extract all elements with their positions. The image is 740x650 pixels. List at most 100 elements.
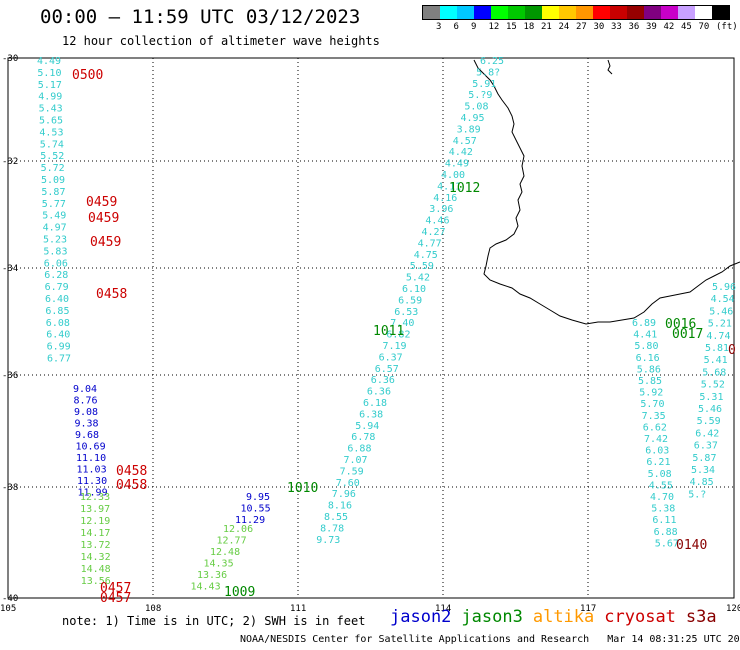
wave-height-value: 7.96 xyxy=(332,489,356,500)
wave-height-value: 13.56 xyxy=(81,576,111,587)
wave-height-value: 6.16 xyxy=(636,353,660,364)
footnote: note: 1) Time is in UTC; 2) SWH is in fe… xyxy=(62,614,366,628)
legend-swatch xyxy=(542,6,559,19)
wave-height-value: 12.48 xyxy=(210,547,240,558)
wave-height-value: 6.18 xyxy=(363,398,387,409)
wave-height-value: 5.38 xyxy=(651,504,675,515)
wave-height-value: 11.10 xyxy=(76,453,106,464)
legend-swatch xyxy=(712,6,729,19)
legend-tick: 36 xyxy=(628,22,640,32)
wave-height-value: 4.54 xyxy=(711,294,735,305)
track-values: 6.255.8?5.915.?95.084.953.894.574.424.49… xyxy=(37,56,736,593)
wave-height-value: 4.00 xyxy=(441,170,465,181)
wave-height-value: 6.08 xyxy=(46,318,70,329)
wave-height-value: 5.85 xyxy=(638,376,662,387)
wave-height-value: 6.42 xyxy=(695,428,719,439)
wave-height-value: 4.41 xyxy=(633,330,657,341)
wave-height-value: 6.11 xyxy=(652,515,676,526)
wave-height-value: 9.04 xyxy=(73,384,97,395)
map-title: 00:00 – 11:59 UTC 03/12/2023 xyxy=(40,6,361,28)
legend-tick: 27 xyxy=(576,22,587,32)
pass-time-label: 0457 xyxy=(100,591,131,606)
longitude-label: 120 xyxy=(726,604,740,614)
wave-height-value: 4.49 xyxy=(37,56,61,67)
wave-height-value: 5.87 xyxy=(41,187,65,198)
legend-tick: 33 xyxy=(611,22,622,32)
satellite-name: jason2 xyxy=(390,607,452,627)
wave-height-value: 14.43 xyxy=(191,582,221,593)
wave-height-value: 7.60 xyxy=(336,478,360,489)
wave-height-value: 5.81 xyxy=(705,343,729,354)
wave-height-value: 4.74 xyxy=(706,331,730,342)
wave-height-value: 6.36 xyxy=(367,387,391,398)
wave-height-value: 3.89 xyxy=(457,124,481,135)
wave-height-value: 4.95 xyxy=(461,113,485,124)
wave-height-value: 9.38 xyxy=(75,419,99,430)
wave-height-value: 7.42 xyxy=(644,434,668,445)
legend-swatch xyxy=(525,6,542,19)
legend-swatch xyxy=(423,6,440,19)
wave-height-value: 5.? xyxy=(688,489,706,500)
wave-height-value: 6.78 xyxy=(351,432,375,443)
wave-height-value: 13.36 xyxy=(197,570,227,581)
wave-height-value: 8.16 xyxy=(328,501,352,512)
wave-height-value: 6.85 xyxy=(45,306,69,317)
pass-time-labels: 0500045904590459045804580458045704571012… xyxy=(72,68,736,606)
legend-tick: (ft) xyxy=(716,22,738,32)
latitude-label: -34 xyxy=(2,264,18,274)
wave-height-value: 4.27 xyxy=(422,227,446,238)
wave-height-value: 10.55 xyxy=(241,504,271,515)
legend-tick: 18 xyxy=(523,22,535,32)
satellite-legend: jason2 jason3 altika cryosat s3a xyxy=(390,607,727,627)
wave-height-value: 5.52 xyxy=(40,151,64,162)
longitude-label: 111 xyxy=(290,604,306,614)
pass-time-label: 0459 xyxy=(90,235,121,250)
legend-swatch xyxy=(695,6,712,19)
grid-lines xyxy=(7,57,735,599)
legend-color-bar xyxy=(422,5,730,20)
wave-height-value: 6.59 xyxy=(398,295,422,306)
wave-height-value: 6.37 xyxy=(379,352,403,363)
wave-height-value: 5.72 xyxy=(41,163,65,174)
pass-time-label: 1009 xyxy=(224,585,255,600)
legend-tick: 39 xyxy=(646,22,657,32)
wave-height-value: 4.97 xyxy=(43,223,67,234)
wave-height-value: 4.70 xyxy=(650,492,674,503)
wave-height-value: 4.85 xyxy=(690,477,714,488)
wave-height-value: 5.42 xyxy=(406,273,430,284)
color-legend: 3 6 9 12 15 18 21 24 27 30 33 36 39 42 45 70 (ft) xyxy=(422,5,738,32)
wave-height-value: 6.57 xyxy=(375,364,399,375)
wave-height-value: 6.06 xyxy=(44,258,68,269)
wave-height-value: 11.03 xyxy=(77,465,107,476)
wave-height-value: 14.48 xyxy=(81,564,111,575)
legend-swatch xyxy=(559,6,576,19)
pass-time-label: 0017 xyxy=(672,327,703,342)
wave-height-value: 5.59 xyxy=(410,261,434,272)
wave-height-value: 6.88 xyxy=(654,527,678,538)
wave-height-value: 9.68 xyxy=(75,430,99,441)
wave-height-value: 12.19 xyxy=(80,516,110,527)
wave-height-value: 13.97 xyxy=(80,504,110,515)
wave-height-value: 5.68 xyxy=(702,367,726,378)
wave-height-value: 3.96 xyxy=(429,204,453,215)
wave-height-value: 9.95 xyxy=(246,492,270,503)
legend-tick: 45 xyxy=(681,22,692,32)
wave-height-value: 5.41 xyxy=(704,355,728,366)
legend-swatch xyxy=(644,6,661,19)
legend-tick: 3 xyxy=(436,22,442,32)
wave-height-value: 5.8? xyxy=(476,67,500,78)
pass-time-label: 0458 xyxy=(116,478,147,493)
wave-height-value: 5.46 xyxy=(709,306,733,317)
pass-time-label: 1011 xyxy=(373,324,404,339)
wave-height-value: 5.17 xyxy=(38,80,62,91)
longitude-label: 105 xyxy=(0,604,16,614)
wave-height-value: 5.86 xyxy=(637,364,661,375)
wave-height-value: 4.42 xyxy=(449,147,473,158)
legend-tick: 30 xyxy=(593,22,605,32)
wave-height-value: 5.65 xyxy=(39,116,63,127)
wave-height-value: 5.08 xyxy=(464,102,488,113)
legend-tick: 21 xyxy=(541,22,552,32)
wave-height-value: 4.53 xyxy=(39,127,63,138)
pass-time-label: 0458 xyxy=(96,287,127,302)
